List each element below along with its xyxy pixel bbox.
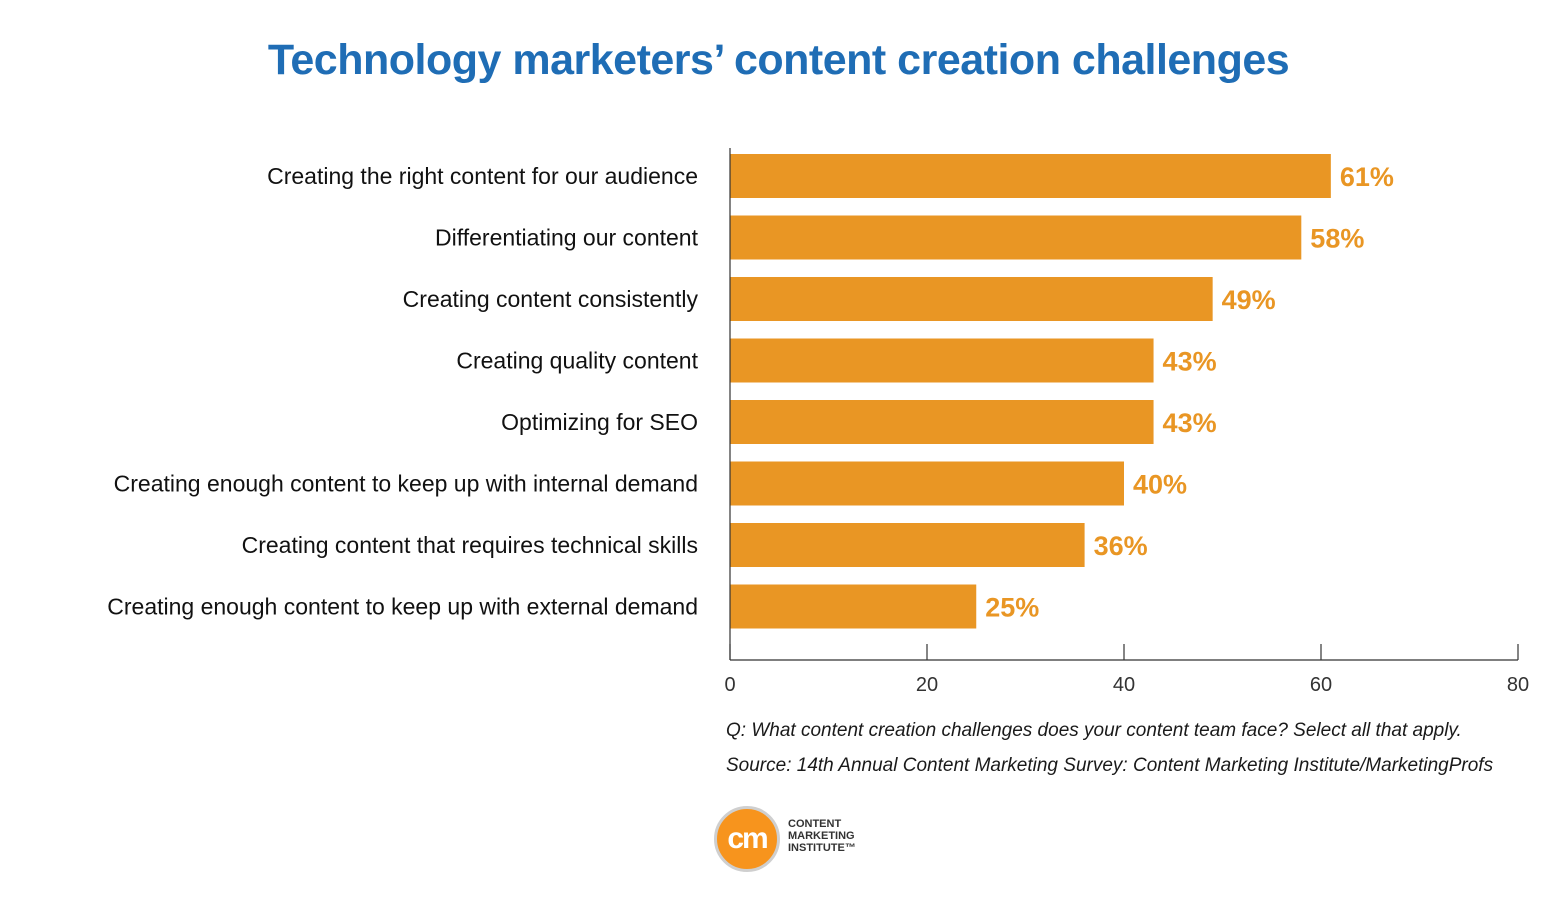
bar: [730, 523, 1085, 567]
bar: [730, 277, 1213, 321]
category-label: Creating the right content for our audie…: [267, 163, 698, 189]
bar: [730, 338, 1154, 383]
value-label: 25%: [985, 593, 1039, 623]
value-label: 43%: [1163, 408, 1217, 438]
category-label: Creating content that requires technical…: [242, 532, 698, 558]
x-tick-label: 0: [724, 674, 735, 696]
logo-text: CONTENT MARKETING INSTITUTE™: [788, 818, 856, 854]
value-label: 61%: [1340, 162, 1394, 192]
value-label: 58%: [1310, 224, 1364, 254]
value-label: 43%: [1163, 347, 1217, 377]
logo-mark: cm: [727, 822, 768, 855]
value-label: 36%: [1094, 531, 1148, 561]
x-tick-label: 60: [1310, 674, 1332, 696]
logo-line-1: CONTENT: [788, 818, 842, 830]
x-tick-label: 20: [916, 674, 938, 696]
category-label: Creating content consistently: [403, 286, 699, 312]
category-label: Optimizing for SEO: [501, 409, 698, 435]
bar: [730, 154, 1331, 198]
category-label: Creating enough content to keep up with …: [114, 471, 698, 497]
category-label: Differentiating our content: [435, 225, 699, 251]
value-label: 40%: [1133, 470, 1187, 500]
x-tick-label: 40: [1113, 674, 1135, 696]
axis-layer: 0 20 40 60 80: [724, 148, 1529, 696]
logo-line-2: MARKETING: [788, 830, 855, 842]
chart-title: Technology marketers’ content creation c…: [267, 36, 1290, 84]
logo-circle-icon: cm: [714, 806, 780, 872]
category-label: Creating enough content to keep up with …: [107, 594, 698, 620]
bars-layer: Creating the right content for our audie…: [107, 154, 1394, 629]
value-label: 49%: [1222, 285, 1276, 315]
source-note: Source: 14th Annual Content Marketing Su…: [726, 755, 1494, 776]
category-label: Creating quality content: [456, 348, 698, 374]
logo-line-3: INSTITUTE™: [788, 842, 856, 854]
x-tick-label: 80: [1507, 674, 1529, 696]
cmi-logo: cm CONTENT MARKETING INSTITUTE™: [714, 806, 864, 878]
bar: [730, 461, 1124, 506]
bar: [730, 400, 1154, 444]
bar: [730, 584, 977, 629]
bar: [730, 215, 1302, 260]
question-note: Q: What content creation challenges does…: [726, 720, 1462, 741]
